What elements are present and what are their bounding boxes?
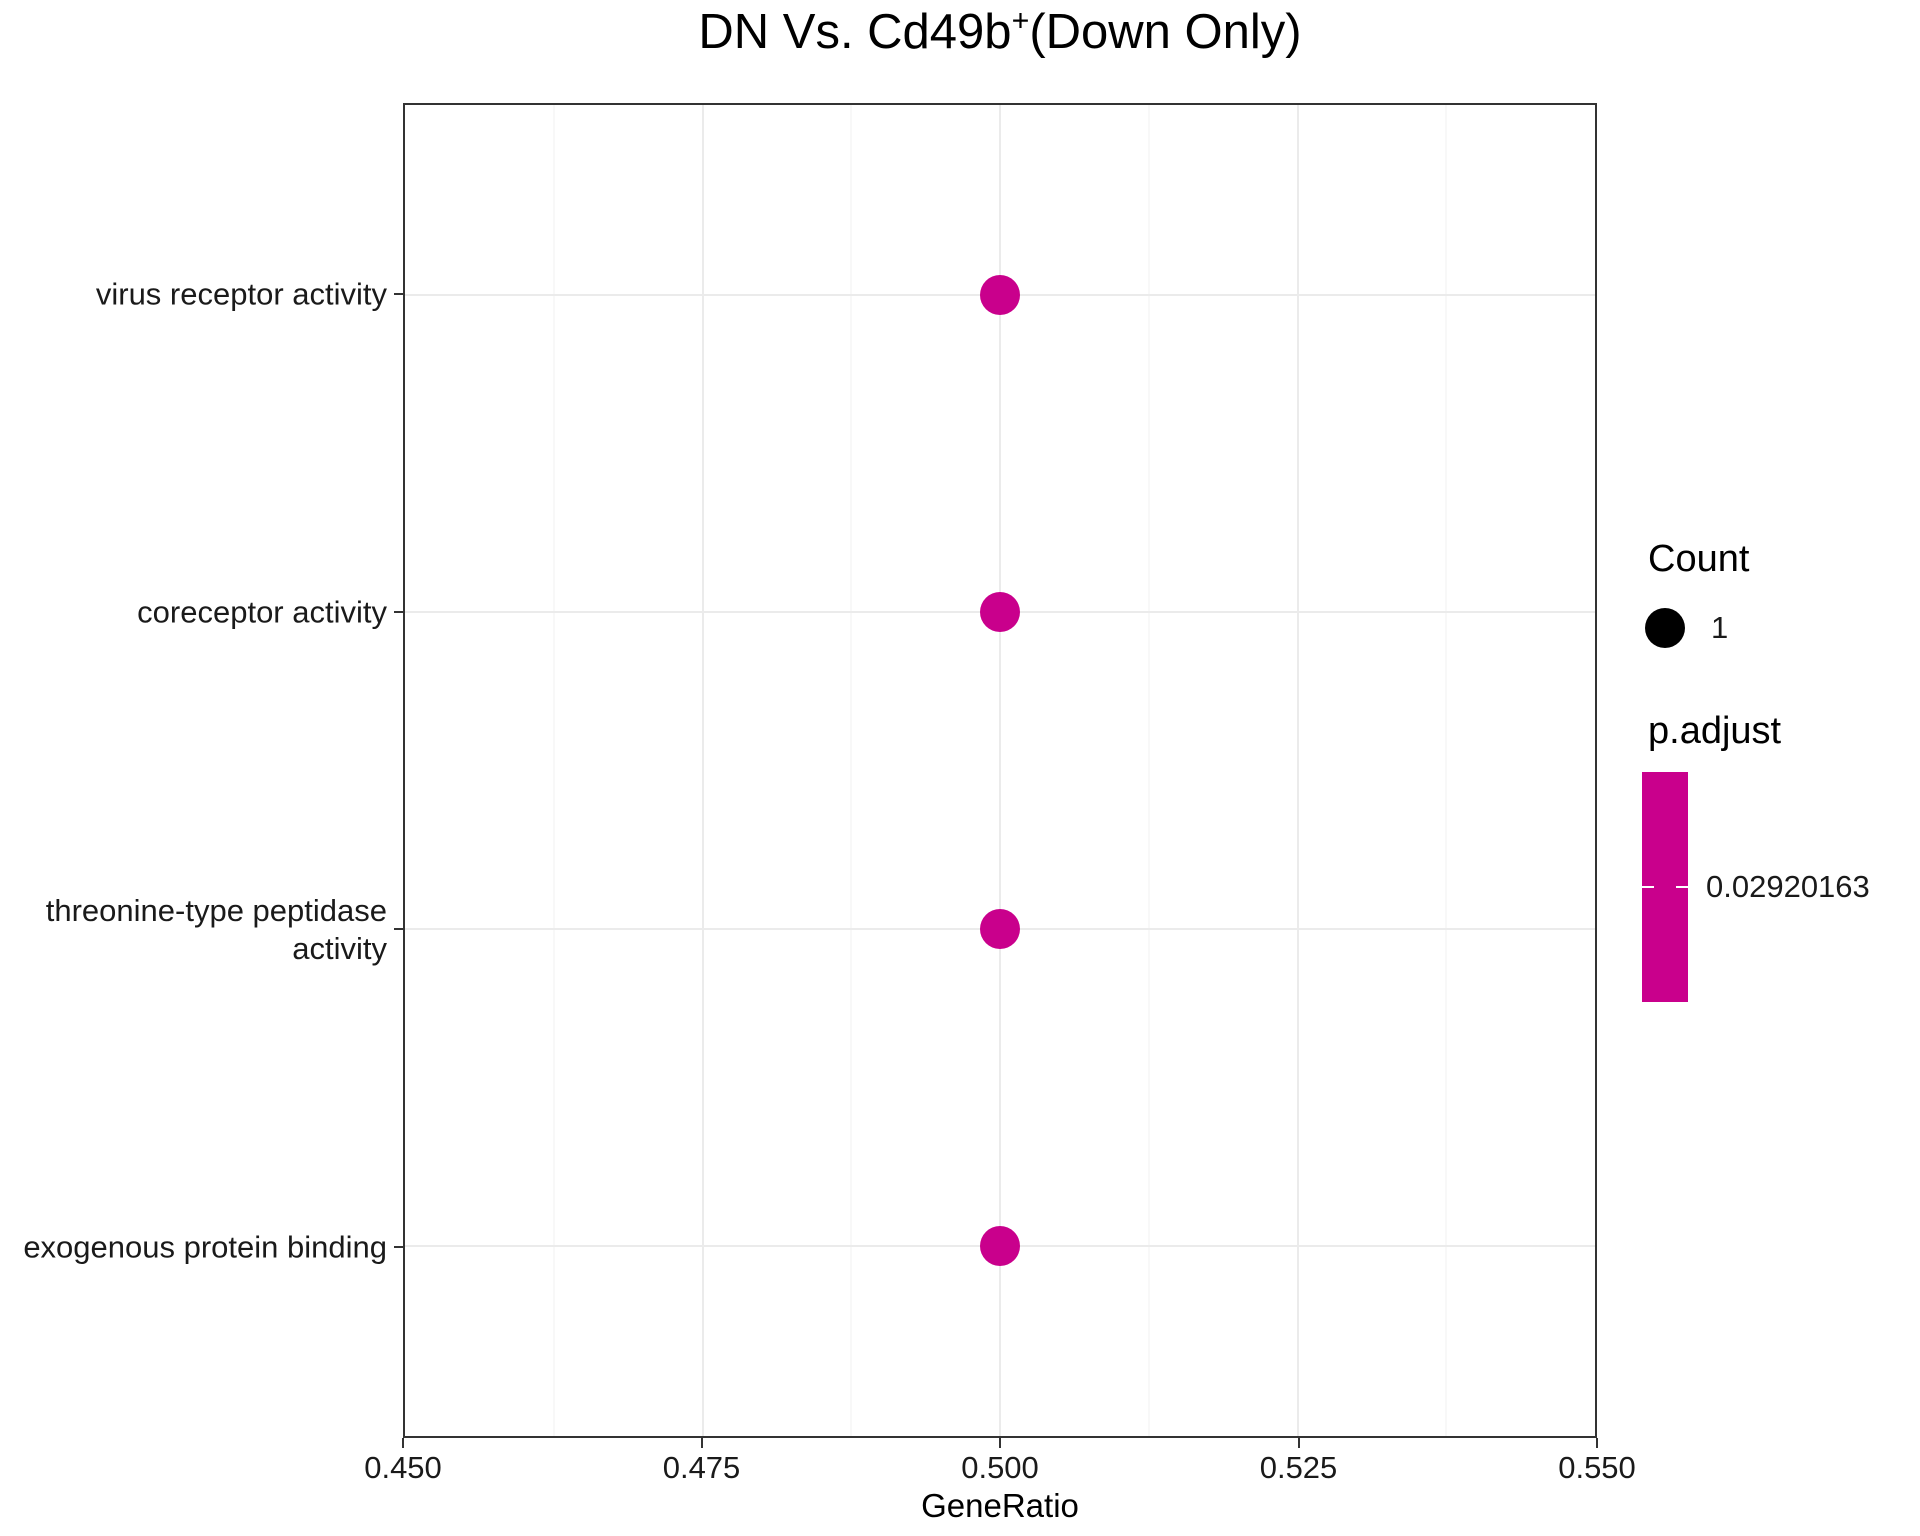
x-axis-tick-label: 0.500	[961, 1450, 1039, 1485]
y-axis-tick	[394, 292, 403, 295]
x-axis-tick	[700, 1438, 703, 1448]
y-axis-tick	[394, 928, 403, 931]
grid-v-minor-line	[1148, 105, 1150, 1436]
legend-padjust-title: p.adjust	[1648, 710, 1782, 752]
legend-padjust-colorbar	[1642, 772, 1688, 1002]
count-dot-icon	[1645, 608, 1685, 648]
x-axis: 0.450 0.475 0.500 0.525 0.550	[364, 1438, 1636, 1518]
x-axis-tick-label: 0.550	[1558, 1450, 1636, 1485]
grid-v-minor-line	[1445, 105, 1447, 1436]
colorbar-tick-icon	[1676, 886, 1688, 888]
x-axis-tick	[999, 1438, 1001, 1448]
chart-title-suffix: (Down Only)	[1029, 5, 1302, 59]
legend-count-title: Count	[1648, 538, 1750, 580]
grid-v-major-line	[701, 105, 704, 1436]
legend-padjust-value: 0.02920163	[1706, 869, 1870, 904]
y-axis-label: virus receptor activity	[95, 276, 387, 312]
x-axis-tick	[402, 1438, 404, 1448]
chart-title: DN Vs. Cd49b+(Down Only)	[403, 4, 1597, 60]
legend-count-item: 1	[1645, 606, 1728, 650]
y-axis-labels: virus receptor activity coreceptor activi…	[0, 103, 403, 1438]
grid-v-minor-line	[553, 105, 555, 1436]
x-axis-tick-label: 0.450	[364, 1450, 442, 1485]
grid-v-major-line	[999, 105, 1001, 1436]
data-point	[980, 592, 1020, 633]
chart-title-superscript: +	[1011, 3, 1030, 38]
x-axis-tick	[1596, 1438, 1598, 1448]
colorbar-tick-icon	[1642, 886, 1654, 888]
chart-title-prefix: DN Vs. Cd49b	[698, 5, 1012, 59]
y-axis-label: coreceptor activity	[137, 593, 387, 629]
y-axis-label: threonine-type peptidase activity	[45, 893, 387, 966]
data-point	[980, 1225, 1020, 1266]
x-axis-title: GeneRatio	[921, 1487, 1079, 1524]
x-axis-tick-label: 0.475	[662, 1450, 741, 1485]
x-axis-tick-label: 0.525	[1259, 1450, 1338, 1485]
data-point	[980, 908, 1020, 949]
y-axis-label: exogenous protein binding	[23, 1229, 387, 1265]
y-axis-tick	[394, 610, 403, 613]
plot-panel	[403, 103, 1597, 1438]
y-axis-tick	[394, 1246, 403, 1249]
x-axis-tick	[1297, 1438, 1300, 1448]
data-point	[980, 275, 1020, 316]
grid-v-minor-line	[850, 105, 852, 1436]
grid-v-major-line	[1296, 105, 1299, 1436]
legend-count-value: 1	[1711, 610, 1729, 645]
